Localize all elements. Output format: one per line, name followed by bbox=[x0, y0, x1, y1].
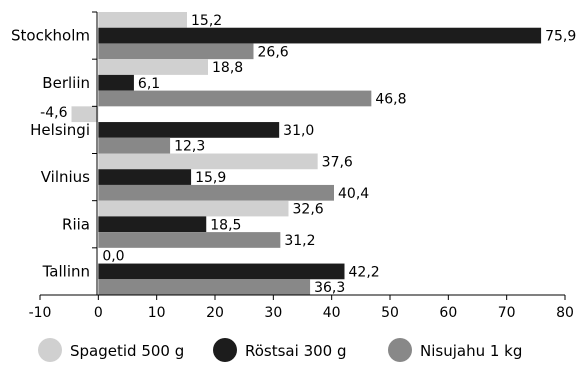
value-tick-label: 40 bbox=[323, 305, 341, 321]
value-tick-label: 30 bbox=[264, 305, 282, 321]
data-label-riia-nisujahu-1-kg: 31,2 bbox=[284, 233, 315, 249]
bar-stockholm-nisujahu-1-kg bbox=[98, 43, 254, 60]
data-label-riia-spagetid-500-g: 32,6 bbox=[293, 202, 324, 218]
value-tick-label: 80 bbox=[556, 305, 574, 321]
legend-swatch-nisujahu-1-kg bbox=[388, 338, 412, 362]
bar-helsingi-nisujahu-1-kg bbox=[98, 137, 171, 154]
data-label-tallinn-nisujahu-1-kg: 36,3 bbox=[314, 280, 345, 296]
data-label-helsingi-spagetid-500-g: -4,6 bbox=[40, 105, 67, 121]
legend-swatch-r-stsai-300-g bbox=[213, 338, 237, 362]
legend: Spagetid 500 g Röstsai 300 g Nisujahu 1 kg bbox=[38, 338, 522, 362]
axes-group bbox=[39, 11, 566, 300]
bar-riia-spagetid-500-g bbox=[98, 200, 289, 217]
bar-stockholm-spagetid-500-g bbox=[98, 12, 187, 28]
data-label-riia-r-stsai-300-g: 18,5 bbox=[210, 217, 241, 233]
category-label-tallinn: Tallinn bbox=[42, 262, 90, 280]
category-label-helsingi: Helsingi bbox=[30, 121, 90, 139]
bar-helsingi-r-stsai-300-g bbox=[98, 122, 280, 138]
value-tick-label: 60 bbox=[439, 305, 457, 321]
data-label-stockholm-spagetid-500-g: 15,2 bbox=[191, 13, 222, 29]
bars-group bbox=[71, 12, 542, 295]
value-tick-label: 0 bbox=[94, 305, 103, 321]
legend-label-nisujahu-1-kg: Nisujahu 1 kg bbox=[420, 342, 522, 360]
bar-berliin-spagetid-500-g bbox=[98, 59, 208, 75]
data-label-berliin-r-stsai-300-g: 6,1 bbox=[138, 76, 160, 92]
legend-swatch-spagetid-500-g bbox=[38, 338, 62, 362]
bar-tallinn-r-stsai-300-g bbox=[98, 263, 345, 280]
category-label-stockholm: Stockholm bbox=[11, 27, 90, 45]
bar-vilnius-r-stsai-300-g bbox=[98, 169, 192, 185]
data-label-stockholm-r-stsai-300-g: 75,9 bbox=[545, 29, 576, 45]
data-label-vilnius-spagetid-500-g: 37,6 bbox=[322, 154, 353, 170]
legend-label-r-stsai-300-g: Röstsai 300 g bbox=[245, 342, 346, 360]
bar-tallinn-nisujahu-1-kg bbox=[98, 279, 311, 295]
data-label-vilnius-r-stsai-300-g: 15,9 bbox=[195, 170, 226, 186]
value-tick-label: 10 bbox=[148, 305, 166, 321]
value-tick-label: 20 bbox=[206, 305, 224, 321]
category-label-riia: Riia bbox=[62, 215, 90, 233]
labels-group: 15,2 75,9 26,6 18,8 6,1 46,8 -4,6 31,0 12,3 37,6 1… bbox=[11, 13, 576, 321]
bar-berliin-nisujahu-1-kg bbox=[98, 90, 372, 107]
bar-stockholm-r-stsai-300-g bbox=[98, 27, 542, 44]
data-label-berliin-spagetid-500-g: 18,8 bbox=[212, 60, 243, 76]
bar-riia-r-stsai-300-g bbox=[98, 216, 207, 233]
data-label-stockholm-nisujahu-1-kg: 26,6 bbox=[258, 44, 289, 60]
bar-vilnius-spagetid-500-g bbox=[98, 153, 318, 170]
bar-berliin-r-stsai-300-g bbox=[98, 74, 134, 91]
data-label-berliin-nisujahu-1-kg: 46,8 bbox=[375, 91, 406, 107]
data-label-tallinn-spagetid-500-g: 0,0 bbox=[102, 249, 124, 265]
data-label-helsingi-r-stsai-300-g: 31,0 bbox=[283, 123, 314, 139]
data-label-vilnius-nisujahu-1-kg: 40,4 bbox=[338, 186, 369, 202]
value-tick-label: 70 bbox=[498, 305, 516, 321]
value-tick-label: -10 bbox=[29, 305, 52, 321]
category-label-berliin: Berliin bbox=[42, 74, 90, 92]
bar-vilnius-nisujahu-1-kg bbox=[98, 184, 334, 201]
data-label-tallinn-r-stsai-300-g: 42,2 bbox=[349, 264, 380, 280]
bar-riia-nisujahu-1-kg bbox=[98, 232, 281, 248]
bar-helsingi-spagetid-500-g bbox=[71, 106, 99, 123]
data-label-helsingi-nisujahu-1-kg: 12,3 bbox=[174, 139, 205, 155]
value-tick-label: 50 bbox=[381, 305, 399, 321]
legend-label-spagetid-500-g: Spagetid 500 g bbox=[70, 342, 184, 360]
category-label-vilnius: Vilnius bbox=[41, 168, 90, 186]
